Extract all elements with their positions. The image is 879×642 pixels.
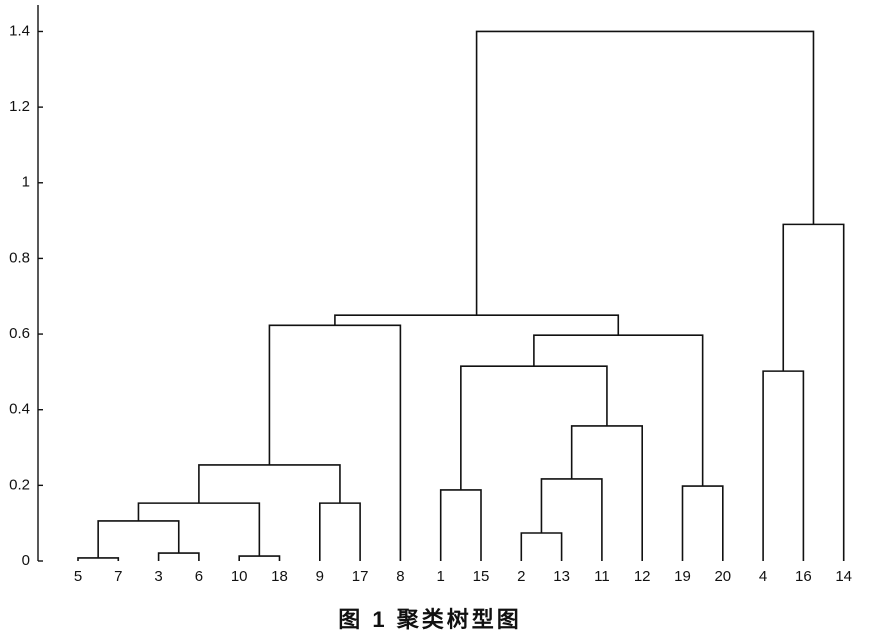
- dendrogram-link: [540, 478, 603, 561]
- dendrogram-link: [268, 324, 402, 561]
- dendrogram-link: [77, 557, 120, 561]
- caption: 图 1 聚类树型图: [338, 607, 521, 632]
- dendrogram-link: [475, 30, 815, 316]
- y-tick-label: 0.8: [9, 249, 30, 266]
- leaf-label: 2: [517, 568, 525, 585]
- leaf-label: 7: [114, 568, 122, 585]
- dendrogram-link: [681, 485, 724, 561]
- leaf-label: 5: [74, 568, 82, 585]
- dendrogram-link: [334, 314, 620, 336]
- leaf-label: 18: [271, 568, 288, 585]
- y-tick-label: 0.6: [9, 325, 30, 342]
- leaf-label: 12: [634, 568, 651, 585]
- leaf-label: 10: [231, 568, 248, 585]
- y-tick-label: 0.4: [9, 401, 30, 418]
- leaf-label: 13: [553, 568, 570, 585]
- dendrogram-link: [157, 552, 200, 561]
- y-tick-label: 0: [22, 552, 30, 569]
- dendrogram-link: [762, 370, 805, 561]
- y-tick-label: 1: [22, 174, 30, 191]
- dendrogram-link: [198, 464, 341, 504]
- dendrogram-link: [137, 502, 261, 557]
- y-tick-label: 1.2: [9, 98, 30, 115]
- leaf-label: 15: [473, 568, 490, 585]
- leaf-label: 9: [316, 568, 324, 585]
- dendrogram-link: [439, 489, 482, 561]
- dendrogram-link: [520, 532, 563, 561]
- leaf-label: 17: [352, 568, 369, 585]
- leaf-label: 8: [396, 568, 404, 585]
- dendrogram-link: [570, 425, 643, 561]
- leaf-label: 3: [154, 568, 162, 585]
- leaf-label: 11: [594, 568, 610, 585]
- dendrogram-link: [460, 365, 608, 490]
- leaf-label: 14: [835, 568, 852, 585]
- dendrogram-link: [238, 555, 281, 561]
- y-tick-label: 0.2: [9, 476, 30, 493]
- dendrogram-link: [319, 502, 361, 561]
- leaf-label: 1: [437, 568, 445, 585]
- leaf-label: 6: [195, 568, 203, 585]
- dendrogram-link: [782, 223, 845, 561]
- dendrogram-link: [533, 334, 704, 487]
- y-tick-label: 1.4: [9, 22, 30, 39]
- leaf-label: 16: [795, 568, 812, 585]
- leaf-label: 19: [674, 568, 691, 585]
- leaf-label: 4: [759, 568, 767, 585]
- leaf-label: 20: [714, 568, 731, 585]
